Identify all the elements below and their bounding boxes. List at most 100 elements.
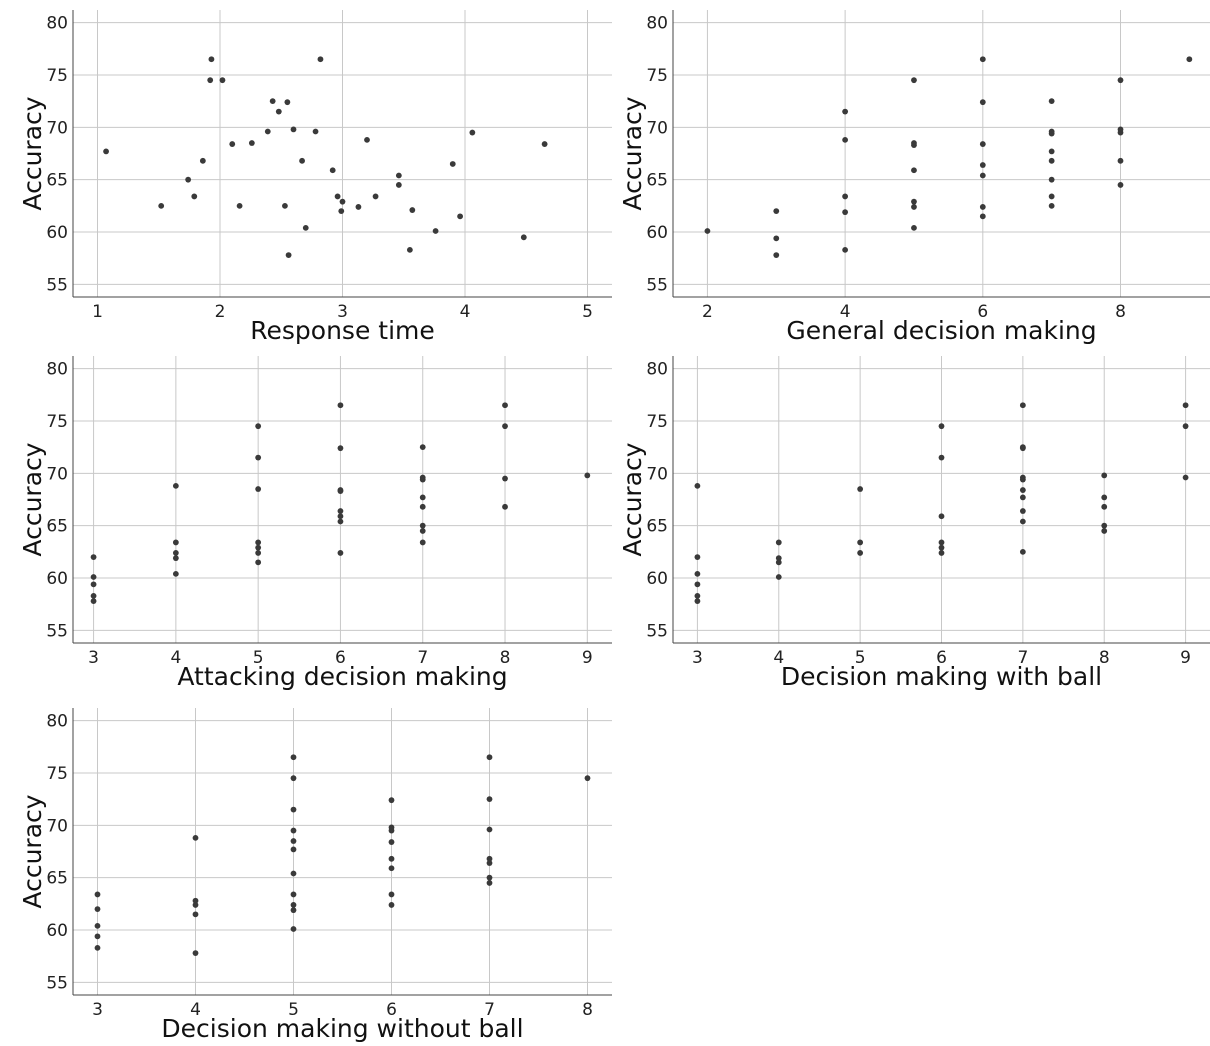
data-point (337, 513, 344, 520)
data-point (1019, 494, 1026, 501)
data-point (979, 204, 986, 210)
x-tick-label: 3 (92, 1000, 103, 1020)
data-point (1101, 528, 1108, 534)
data-point (502, 503, 508, 510)
y-tick-label: 55 (46, 275, 68, 295)
data-point (486, 874, 493, 881)
data-point (419, 522, 426, 529)
data-point (337, 402, 344, 409)
y-tick-label: 55 (46, 973, 68, 993)
data-point (395, 182, 402, 188)
data-point (255, 423, 262, 430)
data-point (584, 472, 591, 479)
data-point (290, 754, 297, 761)
data-point (255, 454, 262, 461)
data-point (1048, 157, 1055, 164)
data-point (842, 209, 849, 216)
data-point (1019, 508, 1026, 514)
y-tick-label: 70 (46, 816, 68, 836)
data-point (1182, 423, 1189, 430)
data-point (857, 486, 864, 492)
data-point (432, 228, 439, 234)
data-point (1048, 193, 1055, 200)
y-tick-label: 80 (646, 14, 668, 34)
y-tick-label: 65 (46, 869, 68, 889)
y-tick-label: 70 (46, 464, 68, 484)
data-point (1117, 77, 1124, 84)
data-point (90, 574, 97, 580)
data-point (290, 827, 297, 834)
y-tick-label: 60 (646, 569, 668, 589)
data-point (388, 855, 395, 862)
data-point (284, 99, 291, 106)
data-point (979, 162, 986, 168)
data-point (842, 136, 849, 143)
x-tick-label: 7 (1017, 648, 1028, 668)
data-point (248, 140, 255, 146)
data-point (192, 834, 199, 841)
data-point (255, 550, 262, 556)
data-point (979, 172, 986, 179)
data-point (1186, 56, 1193, 63)
x-tick-label: 4 (190, 1000, 201, 1020)
x-axis-label: Decision making without ball (161, 1014, 523, 1043)
data-point (388, 839, 395, 845)
data-point (334, 193, 341, 200)
data-point (207, 77, 214, 84)
data-point (406, 246, 413, 253)
data-point (395, 172, 402, 179)
y-tick-label: 75 (646, 66, 668, 86)
data-point (337, 445, 344, 452)
x-tick-label: 2 (215, 302, 226, 322)
data-point (255, 544, 262, 551)
x-tick-label: 9 (582, 648, 593, 668)
data-point (191, 193, 198, 200)
data-point (388, 865, 395, 872)
x-tick-label: 8 (1115, 302, 1126, 322)
data-point (938, 423, 945, 430)
data-point (158, 202, 165, 209)
y-tick-label: 75 (46, 412, 68, 432)
data-point (388, 797, 395, 804)
data-point (775, 574, 782, 580)
x-tick-label: 6 (386, 1000, 397, 1020)
data-point (502, 423, 508, 430)
data-point (290, 902, 297, 908)
x-tick-label: 7 (417, 648, 428, 668)
data-point (388, 902, 395, 908)
y-tick-label: 75 (646, 412, 668, 432)
data-point (773, 235, 780, 242)
data-point (1019, 476, 1026, 483)
data-point (275, 108, 282, 115)
x-tick-label: 6 (936, 648, 947, 668)
data-point (419, 444, 426, 451)
y-axis-label: Accuracy (18, 96, 47, 210)
y-axis-label: Accuracy (618, 96, 647, 210)
data-point (457, 213, 463, 220)
data-point (857, 550, 864, 556)
data-point (329, 167, 336, 174)
data-point (541, 141, 548, 147)
data-point (337, 550, 344, 556)
data-point (842, 193, 849, 200)
data-point (364, 136, 370, 143)
data-point (1101, 472, 1108, 479)
data-point (857, 539, 864, 546)
x-tick-label: 4 (460, 302, 471, 322)
chart-panel-2: 55 60 65 70 75 80 2 4 6 8 General decision making A… (618, 10, 1210, 345)
data-point (1019, 518, 1026, 525)
data-point (208, 56, 215, 63)
data-point (290, 891, 297, 898)
data-point (911, 77, 917, 84)
data-point (285, 252, 292, 259)
data-point (90, 554, 97, 561)
data-point (486, 796, 493, 803)
data-point (337, 518, 344, 525)
data-point (290, 926, 297, 932)
data-point (469, 129, 476, 136)
data-point (172, 555, 179, 562)
y-tick-label: 70 (646, 464, 668, 484)
data-point (269, 98, 276, 105)
x-axis-label: General decision making (786, 316, 1096, 345)
